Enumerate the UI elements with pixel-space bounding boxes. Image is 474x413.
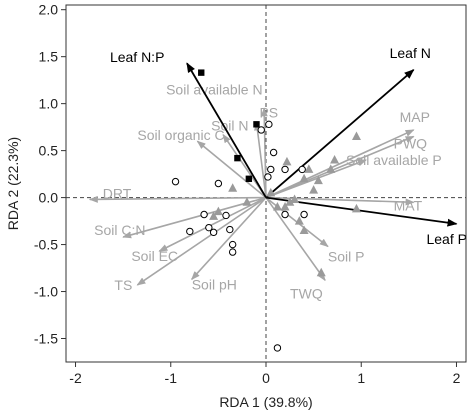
leaf-n-p-arrow <box>186 62 267 199</box>
site-point-circle <box>171 177 180 186</box>
soil-c-n-arrow <box>122 196 267 239</box>
site-point-circle <box>273 344 282 352</box>
site-point-triangle <box>242 197 252 206</box>
drt-label: DRT <box>103 185 132 201</box>
site-point-triangle <box>299 173 309 183</box>
y-tick-label: 1.0 <box>39 96 59 112</box>
soil-available-p-label: Soil available P <box>346 152 442 168</box>
soil-ph-label: Soil pH <box>192 276 237 292</box>
map-label: MAP <box>400 109 430 125</box>
ts-label: TS <box>114 277 132 293</box>
site-point-triangle <box>351 203 361 213</box>
site-point-circle <box>265 120 273 129</box>
site-point-triangle <box>285 197 295 206</box>
site-point-circle <box>257 126 265 134</box>
site-point-square <box>245 175 253 183</box>
site-point-circle <box>281 210 289 219</box>
soil-available-p-arrow <box>265 159 367 199</box>
y-axis-title: RDA 2 (22.3%) <box>5 137 21 230</box>
mat-label: MAT <box>394 197 423 213</box>
site-point-triangle <box>313 175 323 185</box>
site-point-circle <box>298 165 306 174</box>
pwq-label: PWQ <box>394 136 428 152</box>
site-point-triangle <box>309 185 319 194</box>
x-axis-title: RDA 1 (39.8%) <box>219 394 312 410</box>
site-point-circle <box>222 211 230 220</box>
site-point-triangle <box>280 201 290 211</box>
site-point-circle <box>300 210 308 219</box>
site-point-square <box>253 121 260 128</box>
site-point-triangle <box>304 164 314 173</box>
mat-arrow <box>265 196 415 206</box>
map-arrow <box>265 129 415 199</box>
soil-c-n-label: Soil C:N <box>94 222 145 238</box>
leaf-n-p-label: Leaf N:P <box>110 49 164 65</box>
y-tick-label: 2.0 <box>39 2 59 18</box>
site-point-triangle <box>290 194 300 203</box>
site-point-circle <box>205 223 213 232</box>
y-tick-label: 1.5 <box>39 49 59 65</box>
x-tick-label: 1 <box>357 370 365 386</box>
x-tick-label: -2 <box>69 370 82 386</box>
site-point-circle <box>269 148 278 157</box>
response-arrows: Leaf N:P Leaf N Leaf P <box>110 45 467 247</box>
drt-arrow <box>88 195 267 203</box>
site-point-triangle <box>316 267 326 277</box>
site-point-triangle <box>294 216 304 225</box>
soil-organic-c-arrow <box>196 140 267 199</box>
pwq-arrow <box>265 135 415 199</box>
x-tick-label: 0 <box>262 370 270 386</box>
site-point-square <box>198 69 205 76</box>
site-point-circle <box>214 179 223 188</box>
site-point-triangle <box>282 156 292 166</box>
site-point-circle <box>267 165 275 174</box>
site-point-triangle <box>326 164 336 173</box>
twq-label: TWQ <box>290 285 323 301</box>
x-axis-ticks: -2 -1 0 1 2 <box>69 362 461 386</box>
soil-available-n-label: Soil available N <box>166 81 263 97</box>
y-tick-label: -1.5 <box>34 331 58 347</box>
y-tick-label: 0.0 <box>39 190 59 206</box>
site-point-triangle <box>351 131 361 141</box>
site-points <box>171 69 361 352</box>
twq-arrow <box>265 197 326 282</box>
leaf-p-label: Leaf P <box>426 231 466 247</box>
soil-ec-arrow <box>158 196 267 252</box>
soil-available-n-arrow <box>260 107 268 198</box>
site-point-circle <box>281 165 289 174</box>
soil-ec-label: Soil EC <box>131 248 178 264</box>
y-axis-ticks: -1.5 -1.0 -0.5 0.0 0.5 1.0 1.5 2.0 <box>34 2 66 347</box>
site-point-triangle <box>213 206 223 216</box>
soil-ph-arrow <box>191 197 267 281</box>
site-point-square <box>234 154 241 162</box>
x-tick-label: -1 <box>165 370 178 386</box>
x-tick-label: 2 <box>453 370 461 386</box>
site-point-triangle <box>272 201 282 211</box>
site-point-circle <box>200 210 208 219</box>
site-point-circle <box>228 248 237 256</box>
ps-label: PS <box>259 104 278 120</box>
leaf-n-label: Leaf N <box>390 45 431 61</box>
ps-arrow <box>254 121 267 198</box>
site-point-triangle <box>266 187 276 197</box>
leaf-n-arrow <box>265 69 415 199</box>
site-point-circle <box>264 173 272 181</box>
site-point-triangle <box>330 155 340 164</box>
site-point-triangle <box>228 183 238 192</box>
site-point-triangle <box>209 211 219 220</box>
site-point-circle <box>228 240 237 249</box>
site-point-circle <box>186 227 194 236</box>
soil-p-label: Soil P <box>328 248 365 264</box>
y-tick-label: -1.0 <box>34 284 58 300</box>
soil-organic-c-label: Soil organic C <box>137 127 224 143</box>
site-point-triangle <box>299 225 309 234</box>
y-tick-label: 0.5 <box>39 143 59 159</box>
ts-arrow <box>136 196 267 286</box>
y-tick-label: -0.5 <box>34 237 58 253</box>
site-point-circle <box>209 228 218 237</box>
site-point-circle <box>226 225 234 234</box>
